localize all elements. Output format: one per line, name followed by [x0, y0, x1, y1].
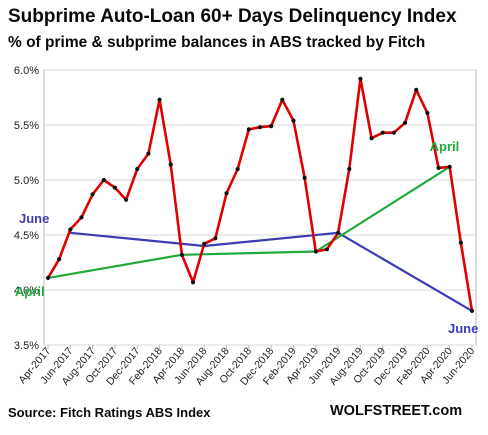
- y-tick-label: 5.0%: [14, 175, 39, 187]
- data-point: [302, 175, 307, 180]
- data-point: [324, 247, 330, 252]
- data-point: [336, 230, 341, 235]
- data-point: [414, 87, 419, 92]
- source-note: Source: Fitch Ratings ABS Index: [8, 405, 211, 420]
- series-annotation: April: [15, 284, 45, 299]
- data-point: [313, 249, 318, 254]
- delinquency-series-line: [46, 77, 474, 313]
- chart-title: Subprime Auto-Loan 60+ Days Delinquency …: [8, 6, 457, 27]
- data-point: [202, 241, 207, 246]
- data-point: [380, 130, 385, 135]
- data-point: [402, 120, 408, 125]
- april-series-line: [46, 165, 451, 279]
- data-point: [101, 177, 106, 183]
- chart-subtitle: % of prime & subprime balances in ABS tr…: [8, 34, 426, 51]
- y-tick-label: 5.5%: [14, 120, 39, 132]
- data-point: [436, 165, 441, 170]
- data-point: [190, 280, 196, 285]
- data-point: [112, 185, 118, 190]
- plot-area: [43, 69, 477, 346]
- data-point: [57, 257, 62, 262]
- data-point: [224, 191, 229, 196]
- data-point: [235, 166, 240, 172]
- data-point: [257, 125, 263, 130]
- data-point: [146, 151, 151, 156]
- data-point: [458, 240, 463, 245]
- june-series-line: [69, 231, 474, 312]
- series-annotation: June: [448, 321, 478, 336]
- data-point: [45, 275, 51, 280]
- data-point: [469, 308, 475, 313]
- data-point: [391, 130, 396, 135]
- data-point: [347, 166, 352, 172]
- y-tick-label: 6.0%: [14, 65, 39, 77]
- data-point: [213, 236, 218, 241]
- data-point: [157, 97, 162, 102]
- series-annotation: April: [430, 139, 460, 154]
- y-tick-label: 4.0%: [14, 285, 39, 297]
- brand-watermark: WOLFSTREET.com: [330, 403, 463, 419]
- data-point: [68, 227, 73, 232]
- data-point: [179, 252, 184, 257]
- data-point: [269, 124, 274, 129]
- y-tick-label: 4.5%: [14, 230, 39, 242]
- data-point: [135, 166, 140, 172]
- data-point: [246, 127, 251, 132]
- data-point: [90, 192, 95, 197]
- data-point: [280, 97, 285, 102]
- data-point: [447, 164, 452, 169]
- data-point: [168, 162, 173, 167]
- series-annotation: June: [19, 211, 49, 226]
- data-point: [358, 76, 363, 81]
- data-point: [79, 215, 84, 220]
- y-tick-label: 3.5%: [14, 340, 39, 352]
- data-point: [425, 110, 430, 115]
- data-point: [291, 118, 296, 123]
- data-point: [369, 136, 374, 141]
- data-point: [124, 197, 129, 202]
